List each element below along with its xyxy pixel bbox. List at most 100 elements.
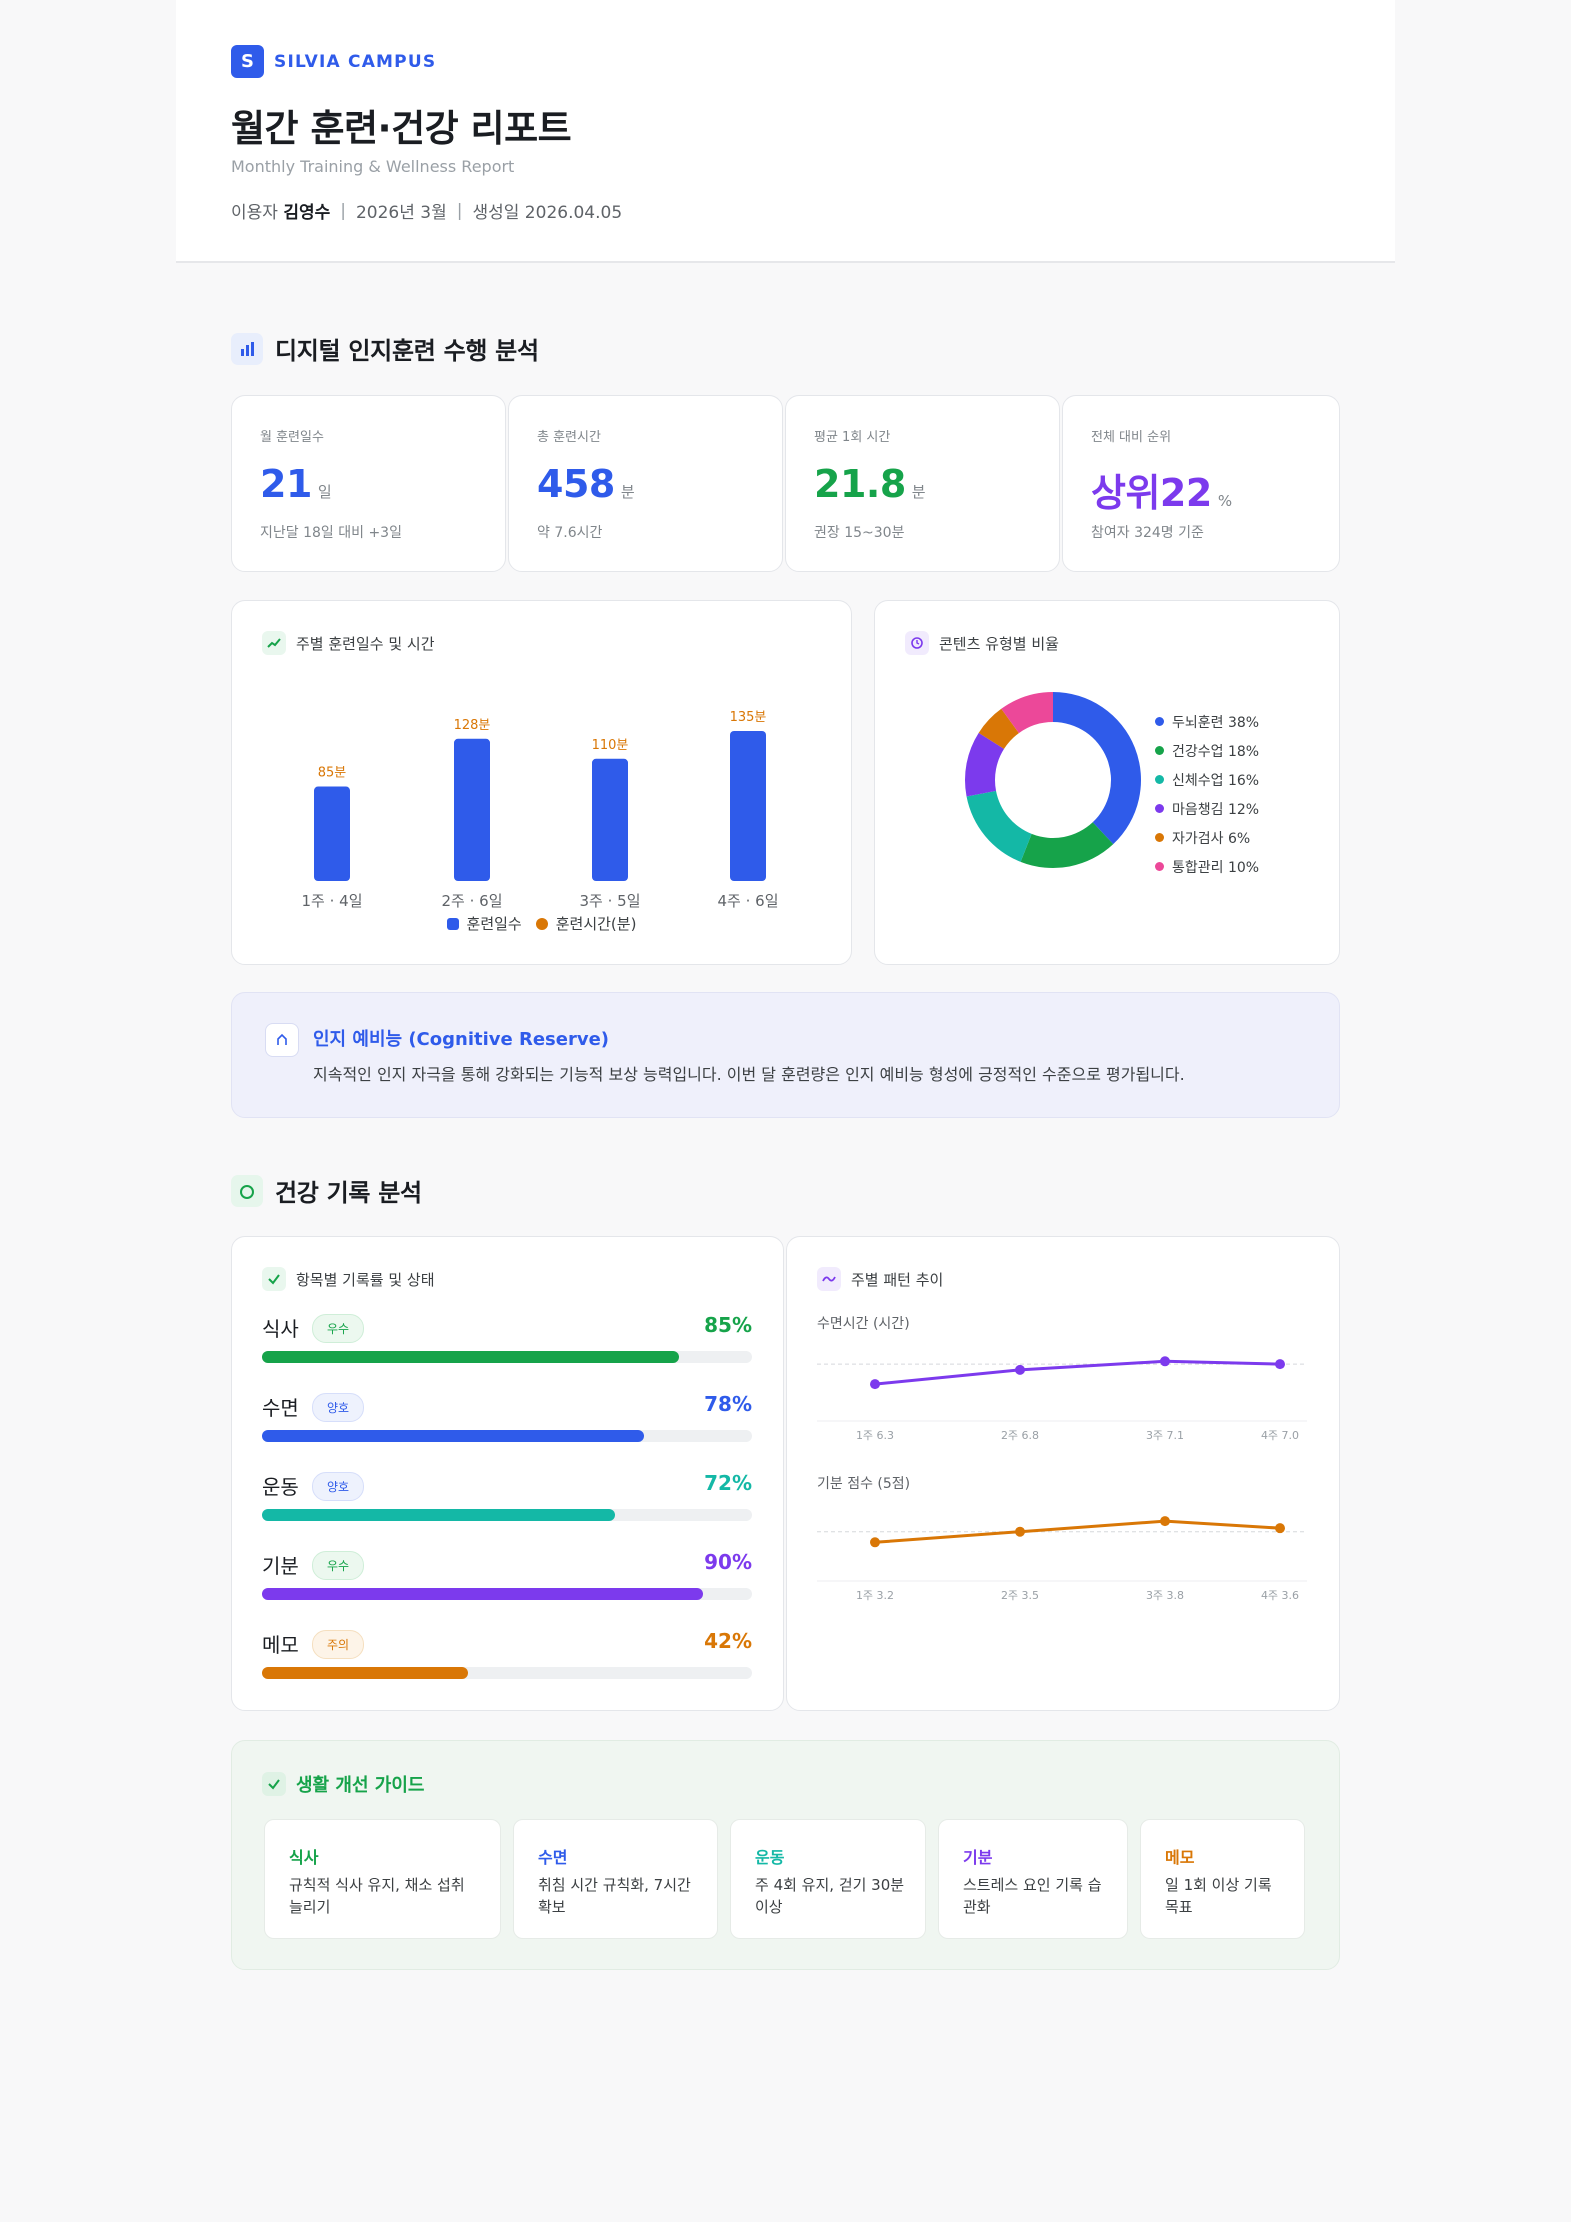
meta-separator: | [456,200,463,221]
bar-chart-icon [231,332,263,365]
guide-card-sleep: 수면 취침 시간 규칙화, 7시간 확보 [513,1819,718,1939]
report-period: 2026년 3월 [355,203,447,223]
card-title: 주별 패턴 추이 [851,1270,944,1289]
donut-slice [1053,692,1141,845]
legend-item: 신체수업 16% [1155,765,1259,794]
health-item-percent: 42% [704,1629,752,1653]
bar-data-label: 128분 [454,718,491,733]
legend-item: 통합관리 10% [1155,852,1259,881]
progress-track [262,1351,752,1363]
card-title: 주별 훈련일수 및 시간 [296,634,435,653]
stat-label: 월 훈련일수 [260,430,324,445]
status-badge: 우수 [312,1551,365,1580]
legend-item: 훈련시간(분) [535,909,636,938]
legend-swatch [446,917,459,930]
legend-dot [1155,804,1164,813]
stat-value: 21.8 [814,462,906,506]
guide-card-exercise: 운동 주 4회 유지, 걷기 30분 이상 [730,1819,926,1939]
guide-card-memo: 메모 일 1회 이상 기록 목표 [1140,1819,1305,1939]
section-title: 디지털 인지훈련 수행 분석 [275,337,539,365]
report-meta: 이용자 김영수 | 2026년 3월 | 생성일 2026.04.05 [231,198,622,224]
clock-icon [905,631,929,655]
legend-item: 마음챙김 12% [1155,794,1259,823]
health-row: 수면 양호 78% [262,1392,752,1452]
stat-value: 458 [537,462,615,506]
x-tick-label: 1주 3.2 [856,1589,894,1602]
x-tick-label: 1주 · 4일 [302,892,363,910]
status-badge: 주의 [312,1630,365,1659]
stat-unit: 분 [911,483,926,501]
legend-dot [1155,717,1164,726]
guide-card-mood: 기분 스트레스 요인 기록 습관화 [938,1819,1128,1939]
legend-item: 건강수업 18% [1155,736,1259,765]
health-row: 운동 양호 72% [262,1471,752,1531]
x-tick-label: 2주 6.8 [1001,1429,1039,1442]
bar-chart-legend: 훈련일수 훈련시간(분) [232,909,851,938]
legend-dot [1155,862,1164,871]
data-point [870,1379,880,1390]
donut-slice [978,708,1019,749]
guide-text: 일 1회 이상 기록 목표 [1165,1876,1272,1916]
legend-label: 건강수업 18% [1172,743,1260,760]
sleep-line-chart: 1주 6.3 2주 6.8 3주 7.1 4주 7.0 [817,1356,1307,1442]
x-tick-label: 4주 · 6일 [718,892,779,910]
progress-track [262,1667,752,1679]
stat-unit: % [1217,492,1233,510]
x-tick-label: 3주 7.1 [1146,1429,1184,1442]
user-name: 김영수 [283,203,331,223]
mood-line-chart: 1주 3.2 2주 3.5 3주 3.8 4주 3.6 [817,1516,1307,1602]
data-point [1275,1523,1285,1534]
donut-slice [966,790,1032,862]
stat-note: 약 7.6시간 [537,525,603,541]
x-tick-label: 1주 6.3 [856,1429,894,1442]
callout-title: 인지 예비능 (Cognitive Reserve) [313,1029,610,1050]
health-item-name: 메모 [262,1633,299,1657]
stat-unit: 분 [620,483,635,501]
section-heading-health: 건강 기록 분석 [231,1173,422,1208]
guide-category: 수면 [538,1848,568,1867]
health-item-name: 식사 [262,1317,299,1341]
x-tick-label: 2주 3.5 [1001,1589,1039,1602]
card-title: 콘텐츠 유형별 비율 [939,634,1059,653]
bar [730,731,766,881]
x-tick-label: 3주 3.8 [1146,1589,1184,1602]
guide-category: 기분 [963,1848,993,1867]
health-row: 메모 주의 42% [262,1629,752,1689]
health-records-card: 항목별 기록률 및 상태 식사 우수 85% 수면 양호 78% 운동 양호 72% 기분 우수 90… [231,1236,784,1711]
weekly-bar-chart: 85분 1주 · 4일 128분 2주 · 6일 110분 3주 · 5일 135분 4주 ·… [302,710,779,910]
page-subtitle: Monthly Training & Wellness Report [231,157,515,176]
legend-dot [1155,833,1164,842]
health-row: 식사 우수 85% [262,1313,752,1373]
health-item-name: 기분 [262,1554,299,1578]
home-icon [265,1023,299,1057]
stat-label: 총 훈련시간 [537,430,601,445]
status-badge: 양호 [312,1393,365,1422]
progress-fill [262,1509,615,1521]
legend-swatch [535,917,548,930]
user-label: 이용자 김영수 [231,203,331,223]
bar-data-label: 135분 [730,710,767,725]
content-donut-chart [965,692,1141,868]
stat-note: 지난달 18일 대비 +3일 [260,525,402,541]
legend-label: 마음챙김 12% [1172,801,1260,818]
bar-data-label: 85분 [318,766,347,781]
stat-card-training-days: 월 훈련일수 21 일 지난달 18일 대비 +3일 [231,395,506,572]
guide-card-meal: 식사 규칙적 식사 유지, 채소 섭취 늘리기 [264,1819,501,1939]
page-title: 월간 훈련·건강 리포트 [231,107,572,150]
trend-up-icon [262,631,286,655]
progress-fill [262,1667,468,1679]
life-guide-panel: 생활 개선 가이드 식사 규칙적 식사 유지, 채소 섭취 늘리기 수면 취침 … [231,1740,1340,1970]
stat-card-avg-time: 평균 1회 시간 21.8 분 권장 15~30분 [785,395,1060,572]
legend-label: 신체수업 16% [1172,772,1260,789]
stat-note: 권장 15~30분 [814,525,905,541]
section-heading-training: 디지털 인지훈련 수행 분석 [231,331,539,366]
legend-label: 통합관리 10% [1172,859,1260,876]
brand-name: SILVIA CAMPUS [274,51,437,72]
content-ratio-card: 콘텐츠 유형별 비율 두뇌훈련 38% 건강수업 18% 신체수업 16% 마음챙김 … [874,600,1340,965]
status-badge: 양호 [312,1472,365,1501]
health-item-percent: 78% [704,1392,752,1416]
guide-title: 생활 개선 가이드 [296,1775,425,1796]
x-tick-label: 4주 7.0 [1261,1429,1299,1442]
data-point [1275,1359,1285,1370]
brand-logo: S [231,45,264,78]
